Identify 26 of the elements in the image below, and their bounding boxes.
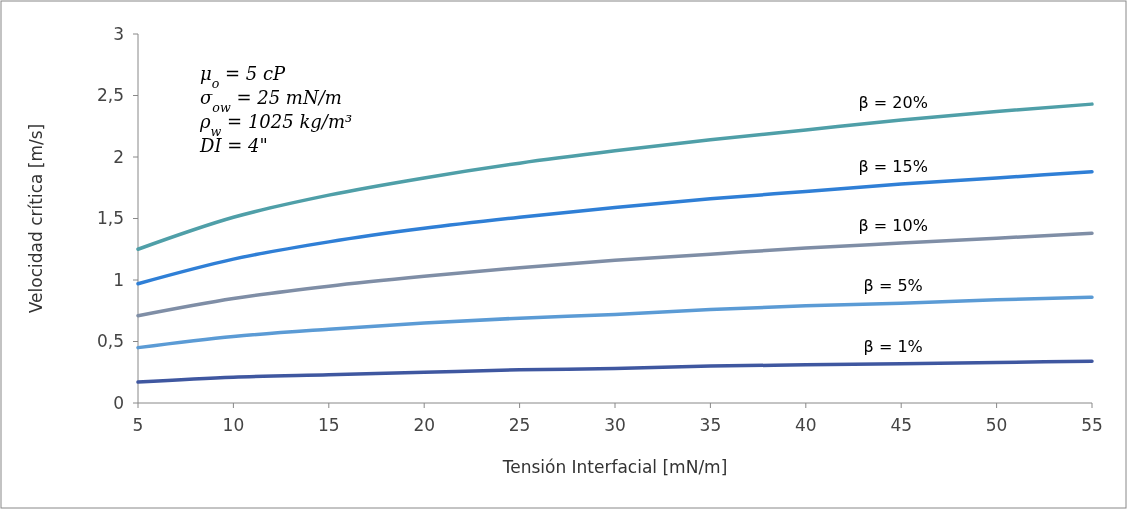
x-tick-label: 50 (985, 415, 1008, 435)
series-label: β = 5% (863, 276, 923, 296)
y-tick-label: 0,5 (96, 331, 124, 352)
x-tick-label: 45 (890, 415, 913, 435)
y-axis-title: Velocidad crítica [m/s] (26, 123, 46, 314)
y-tick-label: 3 (113, 23, 124, 44)
series-label: β = 1% (863, 336, 923, 356)
x-tick-label: 10 (222, 415, 245, 435)
x-tick-label: 25 (508, 415, 531, 435)
x-tick-label: 55 (1081, 415, 1103, 435)
x-tick-label: 30 (604, 415, 626, 435)
y-tick-label: 1 (113, 269, 124, 290)
series-label: β = 20% (858, 93, 928, 113)
x-tick-label: 40 (794, 415, 817, 435)
x-tick-label: 15 (317, 415, 340, 435)
series-label: β = 15% (858, 157, 928, 177)
x-tick-label: 5 (132, 415, 144, 435)
x-tick-label: 35 (699, 415, 722, 435)
y-tick-label: 2 (113, 146, 124, 167)
y-tick-label: 2,5 (96, 85, 124, 106)
x-axis-title: Tensión Interfacial [mN/m] (501, 457, 728, 477)
y-tick-label: 0 (113, 392, 124, 413)
series-label: β = 10% (858, 216, 928, 236)
y-tick-label: 1,5 (96, 208, 124, 229)
x-tick-label: 20 (413, 415, 436, 435)
line-series (136, 359, 1094, 384)
